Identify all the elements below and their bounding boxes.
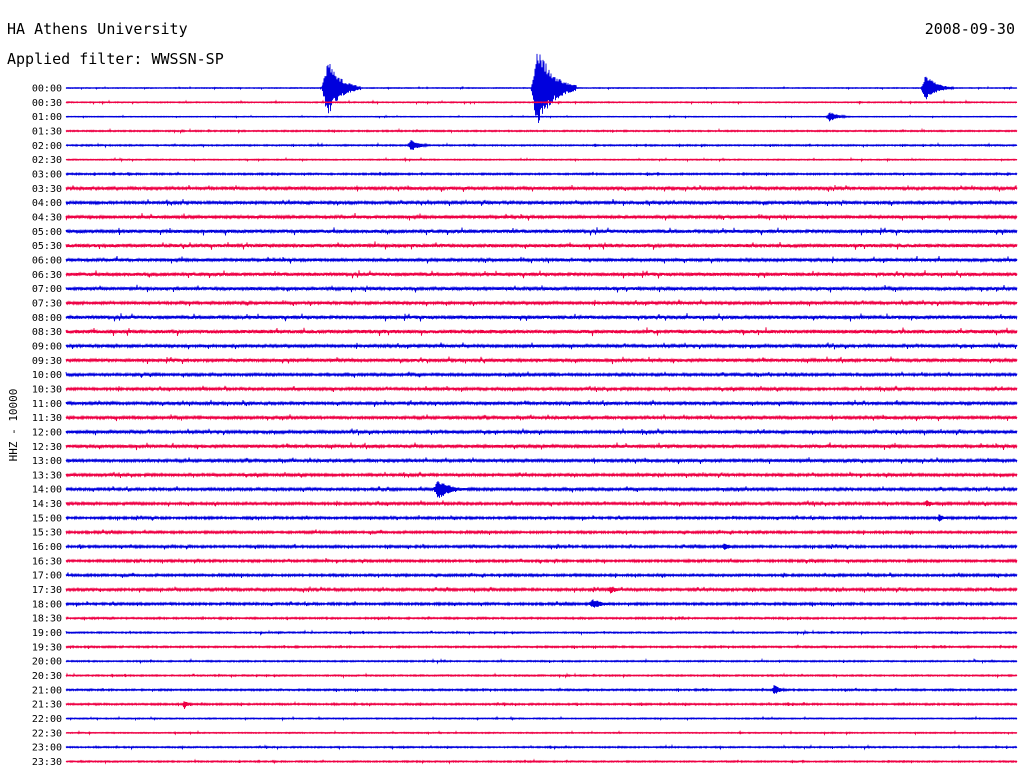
- y-axis-label: HHZ - 10000: [7, 389, 20, 462]
- row-time-label: 14:30: [32, 499, 62, 510]
- seismic-trace-0700: [65, 284, 1018, 293]
- row-time-label: 11:30: [32, 413, 62, 424]
- row-time-label: 20:00: [32, 657, 62, 668]
- row-time-label: 00:30: [32, 98, 62, 109]
- row-time-label: 02:30: [32, 155, 62, 166]
- row-time-label: 00:00: [32, 84, 62, 95]
- row-time-label: 01:00: [32, 112, 62, 123]
- row-time-label: 03:00: [32, 169, 62, 180]
- row-time-label: 04:30: [32, 212, 62, 223]
- seismic-trace-0800: [65, 313, 1018, 322]
- row-time-label: 04:00: [32, 198, 62, 209]
- channel-axis-label: HHZ - 10000: [7, 389, 20, 462]
- row-time-label: 07:00: [32, 284, 62, 295]
- row-time-label: 08:30: [32, 327, 62, 338]
- row-time-label: 15:00: [32, 513, 62, 524]
- row-time-label: 09:30: [32, 356, 62, 367]
- row-time-label: 18:30: [32, 614, 62, 625]
- row-time-label: 01:30: [32, 126, 62, 137]
- row-time-label: 18:00: [32, 599, 62, 610]
- time-labels: 00:00 00:30 01:00 01:30 02:00 02:30 03:00 03:30…: [32, 84, 62, 769]
- row-time-label: 22:00: [32, 714, 62, 725]
- row-time-label: 17:00: [32, 571, 62, 582]
- row-time-label: 10:00: [32, 370, 62, 381]
- row-time-label: 20:30: [32, 671, 62, 682]
- row-time-label: 06:30: [32, 270, 62, 281]
- row-time-label: 02:00: [32, 141, 62, 152]
- seismic-trace-0430: [65, 213, 1018, 221]
- row-time-label: 06:00: [32, 255, 62, 266]
- seismic-trace-1200: [65, 428, 1018, 436]
- seismic-traces: [65, 53, 1018, 765]
- seismic-trace-2130: [65, 700, 1018, 710]
- row-time-label: 21:00: [32, 685, 62, 696]
- seismic-trace-1600: [65, 543, 1018, 550]
- row-time-label: 23:00: [32, 743, 62, 754]
- station-title: HA Athens University: [7, 20, 188, 38]
- row-time-label: 05:00: [32, 227, 62, 238]
- row-time-label: 09:00: [32, 341, 62, 352]
- row-time-label: 19:00: [32, 628, 62, 639]
- seismic-trace-0400: [65, 199, 1018, 207]
- seismic-trace-1100: [65, 399, 1018, 407]
- row-time-label: 11:00: [32, 399, 62, 410]
- row-time-label: 03:30: [32, 184, 62, 195]
- row-time-label: 12:00: [32, 427, 62, 438]
- seismic-trace-0630: [65, 270, 1018, 279]
- row-time-label: 07:30: [32, 298, 62, 309]
- row-time-label: 13:30: [32, 470, 62, 481]
- row-time-label: 13:00: [32, 456, 62, 467]
- row-time-label: 16:30: [32, 556, 62, 567]
- seismic-trace-0600: [65, 256, 1018, 264]
- row-time-label: 14:00: [32, 485, 62, 496]
- record-date: 2008-09-30: [924, 20, 1015, 38]
- row-time-label: 05:30: [32, 241, 62, 252]
- row-time-label: 16:00: [32, 542, 62, 553]
- row-time-label: 23:30: [32, 757, 62, 768]
- row-time-label: 22:30: [32, 728, 62, 739]
- seismic-trace-0830: [65, 327, 1018, 337]
- seismic-trace-0930: [65, 356, 1018, 365]
- row-time-label: 15:30: [32, 528, 62, 539]
- applied-filter-label: Applied filter: WWSSN-SP: [7, 50, 224, 68]
- row-time-label: 08:00: [32, 313, 62, 324]
- row-time-label: 12:30: [32, 442, 62, 453]
- row-time-label: 19:30: [32, 642, 62, 653]
- row-time-label: 17:30: [32, 585, 62, 596]
- row-time-label: 10:30: [32, 384, 62, 395]
- row-time-label: 21:30: [32, 700, 62, 711]
